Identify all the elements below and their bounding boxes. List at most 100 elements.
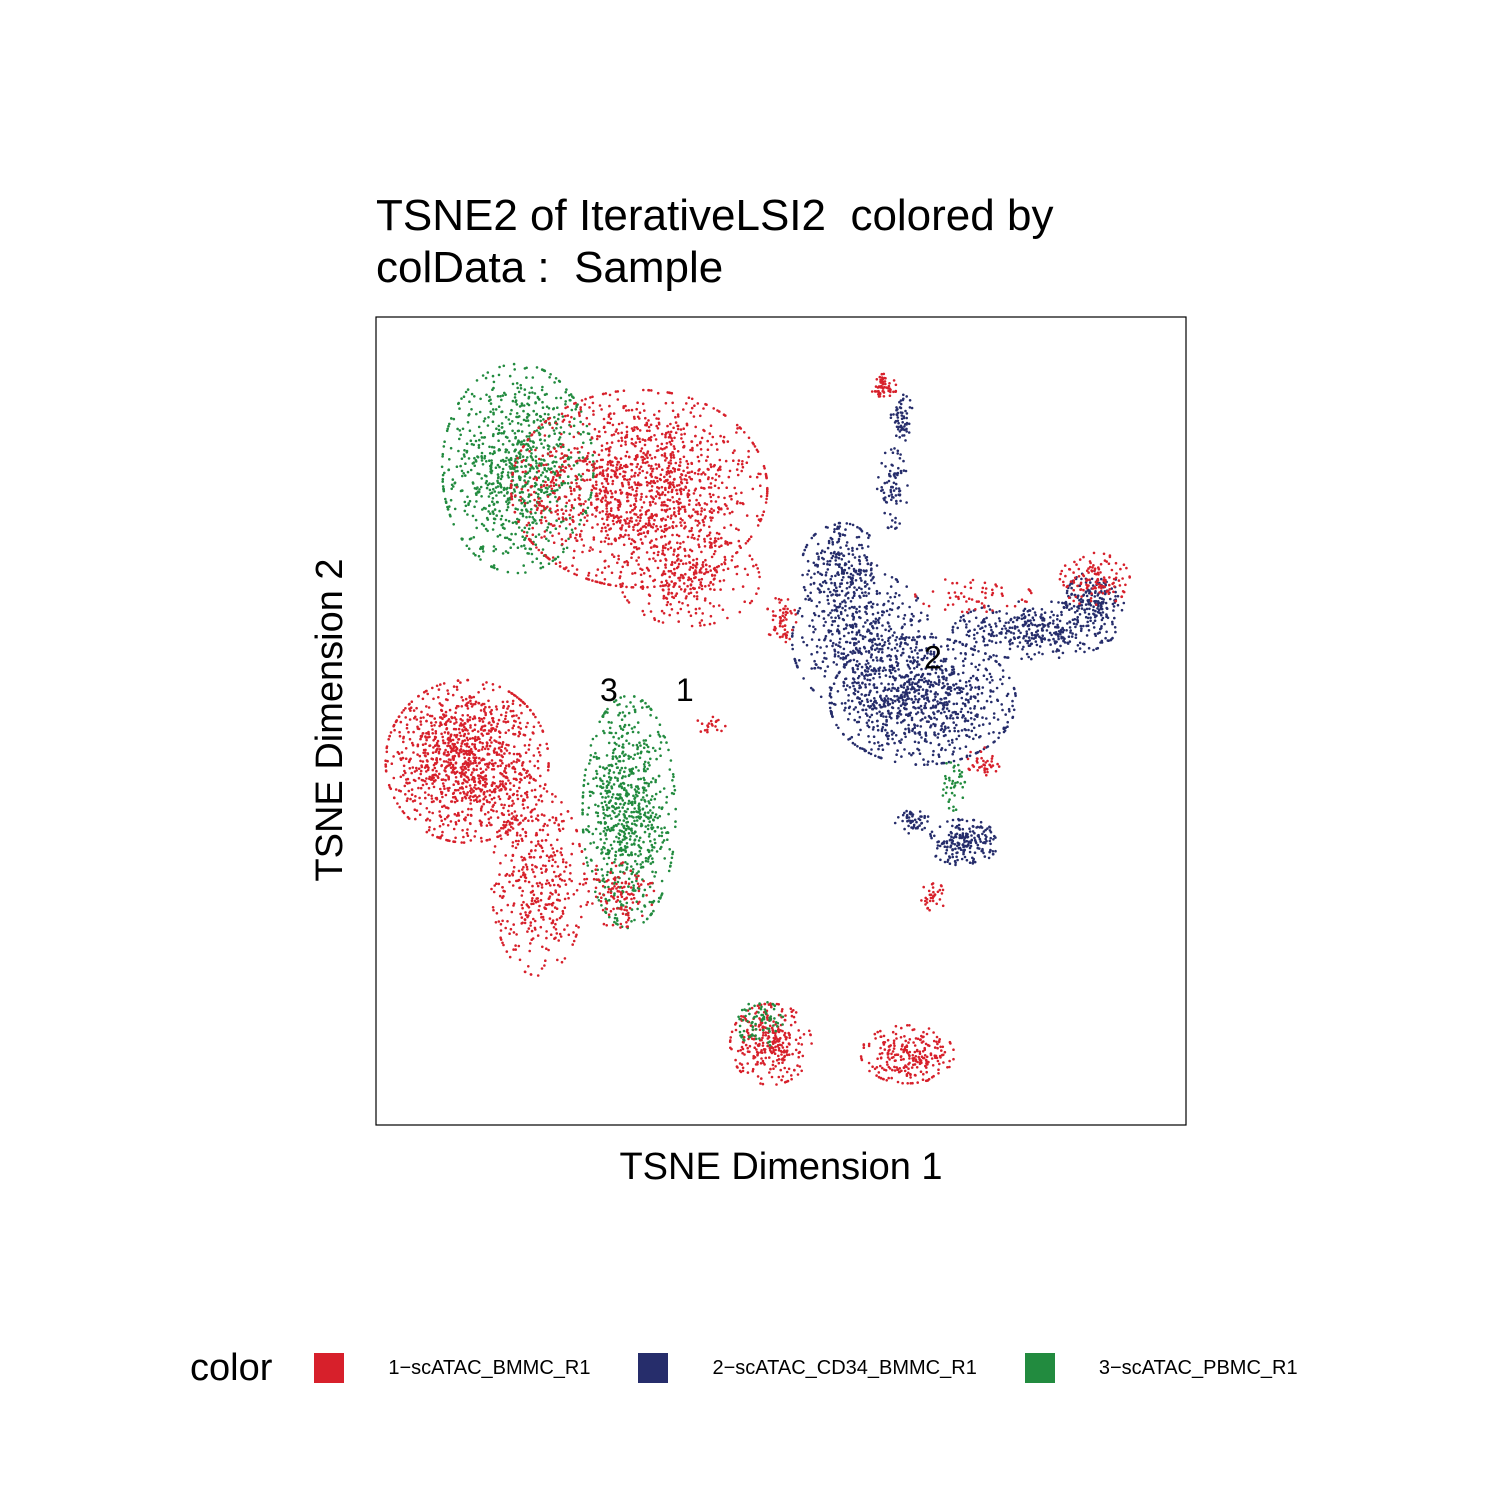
scatter-point — [449, 446, 453, 450]
scatter-point — [910, 718, 914, 722]
scatter-point — [874, 754, 877, 758]
scatter-point — [542, 418, 545, 421]
scatter-point — [843, 569, 846, 572]
scatter-point — [827, 602, 830, 605]
scatter-point — [874, 617, 878, 621]
scatter-point — [679, 542, 682, 545]
scatter-point — [868, 678, 872, 682]
scatter-point — [1068, 602, 1072, 606]
scatter-point — [709, 424, 713, 428]
scatter-point — [550, 511, 553, 514]
scatter-point — [887, 622, 890, 625]
scatter-point — [985, 699, 989, 703]
scatter-point — [851, 549, 854, 552]
scatter-point — [630, 442, 634, 445]
scatter-point — [709, 482, 713, 485]
scatter-point — [670, 591, 673, 595]
scatter-point — [535, 522, 538, 525]
scatter-point — [554, 483, 558, 487]
scatter-point — [561, 415, 565, 418]
scatter-point — [955, 702, 959, 705]
scatter-point — [907, 697, 911, 700]
scatter-point — [540, 488, 543, 492]
scatter-point — [848, 522, 852, 526]
scatter-point — [579, 502, 583, 506]
scatter-point — [619, 463, 623, 467]
scatter-point — [497, 428, 501, 432]
scatter-point — [639, 567, 642, 571]
scatter-point — [539, 561, 543, 565]
scatter-point — [688, 475, 691, 479]
scatter-point — [882, 699, 885, 703]
scatter-point — [754, 563, 758, 567]
scatter-point — [519, 383, 522, 387]
scatter-point — [617, 516, 620, 520]
scatter-point — [1083, 611, 1087, 614]
scatter-point — [611, 519, 615, 523]
scatter-point — [676, 611, 680, 615]
scatter-point — [679, 521, 682, 524]
scatter-point — [535, 429, 539, 432]
scatter-point — [604, 526, 607, 529]
scatter-point — [702, 523, 706, 527]
scatter-point — [496, 485, 500, 488]
scatter-point — [575, 482, 578, 485]
scatter-point — [1086, 620, 1089, 624]
scatter-point — [717, 495, 720, 499]
scatter-point — [715, 569, 718, 572]
scatter-point — [1102, 598, 1105, 601]
scatter-point — [1048, 638, 1051, 642]
scatter-point — [555, 427, 558, 430]
scatter-point — [826, 598, 830, 602]
scatter-point — [678, 545, 682, 549]
scatter-point — [904, 469, 908, 473]
scatter-point — [594, 480, 598, 484]
scatter-point — [715, 531, 719, 535]
scatter-point — [644, 535, 647, 538]
scatter-point — [814, 628, 817, 631]
scatter-point — [595, 473, 599, 477]
scatter-point — [867, 719, 871, 722]
scatter-point — [635, 547, 639, 551]
scatter-point — [711, 583, 715, 586]
scatter-point — [648, 489, 651, 493]
scatter-point — [821, 660, 825, 663]
scatter-point — [525, 509, 528, 512]
scatter-point — [826, 546, 830, 550]
scatter-point — [647, 509, 650, 512]
scatter-point — [872, 637, 876, 641]
scatter-point — [472, 552, 476, 555]
scatter-point — [842, 665, 846, 668]
scatter-point — [665, 581, 669, 585]
scatter-point — [894, 476, 897, 480]
scatter-point — [876, 659, 879, 662]
scatter-point — [867, 639, 871, 642]
scatter-point — [1105, 630, 1108, 634]
scatter-point — [500, 422, 504, 425]
scatter-point — [819, 551, 823, 555]
scatter-point — [710, 500, 713, 503]
scatter-point — [570, 504, 574, 507]
scatter-point — [694, 611, 698, 615]
scatter-point — [1076, 615, 1079, 619]
scatter-point — [484, 507, 487, 510]
scatter-point — [1100, 577, 1103, 581]
scatter-point — [703, 508, 706, 512]
scatter-point — [476, 472, 479, 475]
scatter-point — [897, 425, 901, 429]
scatter-point — [531, 458, 535, 462]
scatter-point — [625, 450, 629, 454]
scatter-point — [940, 686, 944, 690]
scatter-point — [670, 437, 673, 440]
scatter-point — [560, 432, 563, 436]
scatter-point — [842, 684, 845, 688]
scatter-point — [623, 518, 626, 522]
scatter-point — [951, 717, 955, 720]
scatter-point — [677, 534, 681, 538]
scatter-point — [561, 469, 565, 472]
scatter-point — [461, 474, 464, 478]
scatter-point — [501, 458, 505, 462]
scatter-point — [696, 402, 700, 405]
scatter-point — [703, 473, 707, 476]
scatter-point — [837, 527, 840, 530]
